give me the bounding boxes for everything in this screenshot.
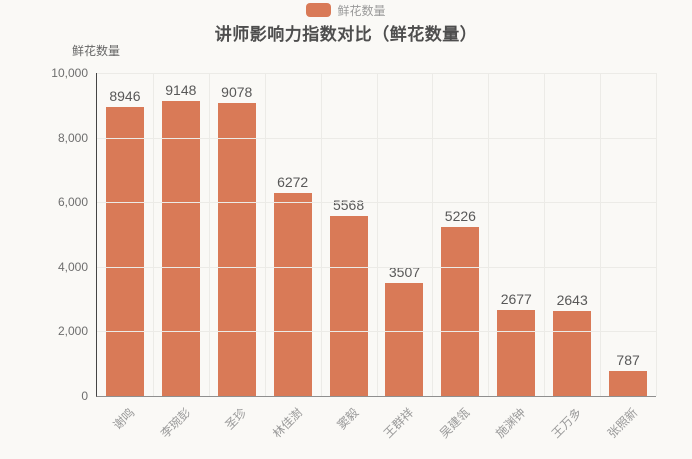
x-category-label: 张照新 bbox=[605, 405, 641, 441]
bar-value-label: 5226 bbox=[444, 208, 476, 225]
gridline-vertical bbox=[600, 73, 602, 396]
y-axis-name: 鲜花数量 bbox=[72, 44, 121, 58]
legend-label: 鲜花数量 bbox=[337, 3, 386, 18]
y-tick-label: 10,000 bbox=[51, 66, 88, 80]
gridline-vertical bbox=[432, 73, 434, 396]
bar-value-label: 6272 bbox=[277, 174, 309, 191]
bar-施渊钟[interactable]: 2677 bbox=[497, 291, 536, 396]
gridline-vertical bbox=[320, 73, 322, 396]
bar-value-label: 787 bbox=[616, 351, 640, 368]
legend: 鲜花数量 bbox=[0, 2, 692, 18]
x-category-label: 圣珍 bbox=[222, 405, 250, 433]
x-category-label: 王群祥 bbox=[381, 405, 417, 441]
bar-谢鸣[interactable]: 8946 bbox=[105, 88, 144, 396]
legend-item-flowers[interactable]: 鲜花数量 bbox=[306, 2, 386, 19]
bar-band: 5226 bbox=[432, 73, 488, 396]
x-category-label: 李琬彭 bbox=[157, 405, 194, 441]
y-tick-label: 4,000 bbox=[57, 259, 88, 274]
bar-林佳澍[interactable]: 6272 bbox=[273, 174, 312, 396]
bar-圣珍[interactable]: 9078 bbox=[217, 84, 256, 396]
bar-band: 787 bbox=[600, 73, 656, 396]
bar-王群祥[interactable]: 3507 bbox=[385, 264, 424, 396]
bar-series: 8946 9148 9078 6272 5568 3507 5226 2677 2643 787 bbox=[97, 73, 656, 396]
gridline-vertical bbox=[208, 73, 210, 396]
x-category-label: 谢鸣 bbox=[110, 405, 138, 433]
gridline-vertical bbox=[656, 73, 657, 396]
bar-band: 9078 bbox=[209, 73, 265, 396]
y-tick-label: 6,000 bbox=[57, 195, 88, 210]
x-category-label: 窦毅 bbox=[333, 405, 361, 433]
bar-李琬彭[interactable]: 9148 bbox=[161, 82, 200, 396]
bar-band: 2677 bbox=[488, 73, 544, 396]
bar-band: 6272 bbox=[265, 73, 321, 396]
bar-窦毅[interactable]: 5568 bbox=[329, 197, 368, 396]
gridline-vertical bbox=[376, 73, 378, 396]
bar-band: 2643 bbox=[544, 73, 600, 396]
bar-王万多[interactable]: 2643 bbox=[553, 292, 592, 396]
bar-band: 3507 bbox=[377, 73, 433, 396]
gridline-vertical bbox=[264, 73, 266, 396]
x-category-label: 施渊钟 bbox=[493, 405, 529, 441]
bar-吴建瓴[interactable]: 5226 bbox=[441, 208, 480, 396]
bar-value-label: 9078 bbox=[221, 83, 253, 100]
y-tick-label: 0 bbox=[81, 389, 88, 403]
bar-value-label: 2643 bbox=[556, 291, 588, 308]
y-tick-label: 2,000 bbox=[57, 324, 88, 339]
bar-band: 9148 bbox=[153, 73, 209, 396]
bar-band: 5568 bbox=[321, 73, 377, 396]
legend-swatch bbox=[306, 3, 332, 17]
bar-value-label: 5568 bbox=[332, 197, 365, 214]
chart-title: 讲师影响力指数对比（鲜花数量） bbox=[214, 25, 478, 44]
bar-value-label: 8946 bbox=[109, 88, 141, 105]
bar-张照新[interactable]: 787 bbox=[609, 352, 648, 396]
gridline-vertical bbox=[544, 73, 546, 396]
x-category-label: 王万多 bbox=[549, 405, 585, 441]
bar-value-label: 2677 bbox=[500, 290, 532, 307]
x-category-label: 林佳澍 bbox=[269, 405, 305, 441]
bar-band: 8946 bbox=[97, 73, 153, 396]
plot-area: 8946 9148 9078 6272 5568 3507 5226 2677 2643 787 bbox=[96, 73, 657, 397]
gridline-vertical bbox=[488, 73, 490, 396]
y-tick-label: 8,000 bbox=[57, 130, 88, 145]
bar-value-label: 9148 bbox=[165, 81, 197, 98]
gridline-vertical bbox=[152, 73, 154, 396]
x-category-label: 吴建瓴 bbox=[437, 405, 473, 441]
